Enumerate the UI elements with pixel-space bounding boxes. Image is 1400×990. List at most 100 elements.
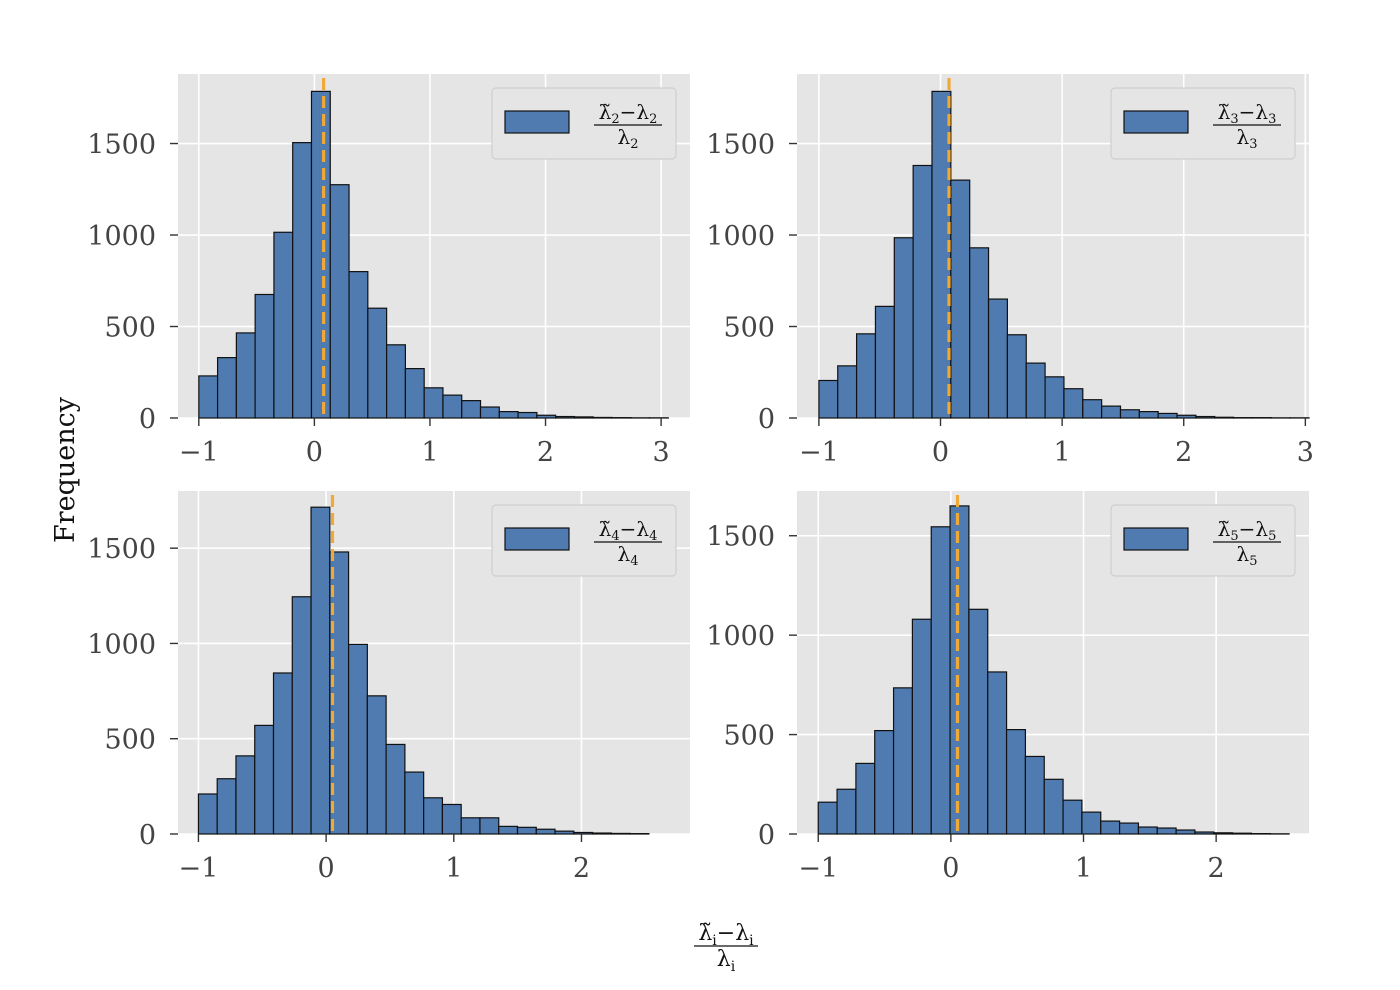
x-tick-label: 1 [1075, 853, 1092, 884]
legend-label-part: λ [618, 542, 631, 566]
histogram-bar [1062, 799, 1083, 835]
histogram-bar [1137, 826, 1158, 835]
histogram-bar [1024, 755, 1045, 835]
x-axis-label: λ̃i−λi λi [694, 921, 758, 975]
histogram-bar [291, 596, 312, 835]
histogram-bar [1006, 334, 1027, 419]
legend-label-numerator: λ̃4−λ4 [599, 517, 658, 544]
legend-label-part: λ [618, 125, 631, 149]
legend-label-part: 3 [1268, 112, 1276, 127]
histogram-bar [818, 379, 839, 419]
legend-label-numerator: λ̃2−λ2 [599, 100, 658, 127]
histogram-bar [1118, 822, 1140, 835]
legend-label-part: λ̃ [1218, 100, 1231, 124]
histogram-bar [479, 817, 500, 835]
x-tick-label: 3 [1297, 437, 1314, 468]
histogram-bar [893, 237, 914, 419]
histogram-bar [1138, 410, 1159, 419]
y-axis-label: Frequency [50, 396, 81, 543]
histogram-bar [310, 506, 331, 835]
histogram-bar [554, 830, 575, 835]
histogram-bar [1157, 412, 1178, 419]
legend-label-part: 4 [649, 529, 657, 544]
histogram-bar [987, 298, 1008, 419]
x-tick-label: −1 [798, 853, 838, 884]
histogram-bar [254, 724, 275, 835]
legend-label-part: 3 [1249, 137, 1257, 152]
histogram-bar [874, 730, 895, 835]
x-tick-label: −1 [799, 437, 839, 468]
histogram-bar [1082, 399, 1103, 419]
histogram-bar [610, 832, 631, 835]
histogram-bar [460, 817, 481, 835]
histogram-bar [423, 387, 444, 419]
legend-label-part: −λ [620, 517, 650, 541]
histogram-bar [272, 672, 293, 835]
histogram-bar [367, 307, 388, 419]
histogram-bar [329, 184, 350, 419]
histogram-bar [517, 411, 538, 419]
y-tick-label: 500 [104, 725, 156, 756]
histogram-bar [949, 505, 970, 835]
legend-label-part: 4 [611, 529, 619, 544]
histogram-bar [855, 762, 876, 835]
x-tick-label: 0 [306, 437, 323, 468]
x-tick-label: 2 [573, 853, 590, 884]
x-tick-label: 2 [1175, 437, 1192, 468]
x-tick-label: 1 [421, 437, 438, 468]
legend-label-part: 2 [630, 137, 638, 152]
histogram-bar [573, 831, 594, 835]
legend-label-part: 5 [1268, 529, 1276, 544]
histogram-bar [573, 416, 594, 419]
histogram-bar [1231, 832, 1253, 835]
histogram-bar [442, 394, 463, 419]
y-tick-label: 1000 [706, 221, 775, 252]
histogram-bar [930, 526, 951, 835]
legend-label-numerator: λ̃3−λ3 [1218, 100, 1277, 127]
histogram-bar [968, 608, 989, 835]
legend-label-part: 5 [1230, 529, 1238, 544]
y-tick-label: 1000 [87, 221, 156, 252]
histogram-bar [836, 788, 857, 835]
histogram-bar [1100, 820, 1121, 835]
histogram-bar [855, 333, 877, 419]
legend-frame [1110, 87, 1296, 160]
y-tick-label: 1000 [87, 629, 156, 660]
legend-label-part: 5 [1249, 554, 1257, 569]
y-tick-label: 0 [758, 404, 775, 435]
y-tick-label: 500 [723, 313, 775, 344]
histogram-bar [1175, 829, 1196, 835]
histogram-bar [423, 797, 444, 835]
y-tick-label: 0 [139, 404, 156, 435]
legend-label-part: 3 [1230, 112, 1238, 127]
histogram-bar [591, 832, 612, 835]
histogram-bar [198, 375, 219, 419]
x-tick-label: 2 [1208, 853, 1225, 884]
x-tick-label: 1 [1054, 437, 1071, 468]
x-tick-label: 2 [537, 437, 554, 468]
y-tick-label: 1500 [87, 534, 156, 565]
histogram-bar [235, 755, 256, 835]
histogram-bar [1213, 832, 1234, 835]
histogram-bar [254, 293, 275, 419]
histogram-bar [1025, 362, 1046, 419]
x-axis-label-numerator: λ̃i−λi [698, 921, 754, 949]
histogram-bar [1156, 827, 1177, 835]
histogram-bar [385, 743, 406, 835]
y-tick-label: 1000 [706, 621, 775, 652]
histogram-bar [987, 671, 1008, 835]
histogram-bar [892, 687, 913, 835]
legend-label-part: λ̃ [599, 100, 612, 124]
x-tick-label: −1 [179, 853, 219, 884]
histogram-bar [535, 828, 556, 835]
histogram-bar [461, 400, 482, 419]
histogram-bar [366, 695, 387, 835]
y-tick-label: 1500 [706, 130, 775, 161]
legend-swatch [504, 527, 570, 551]
